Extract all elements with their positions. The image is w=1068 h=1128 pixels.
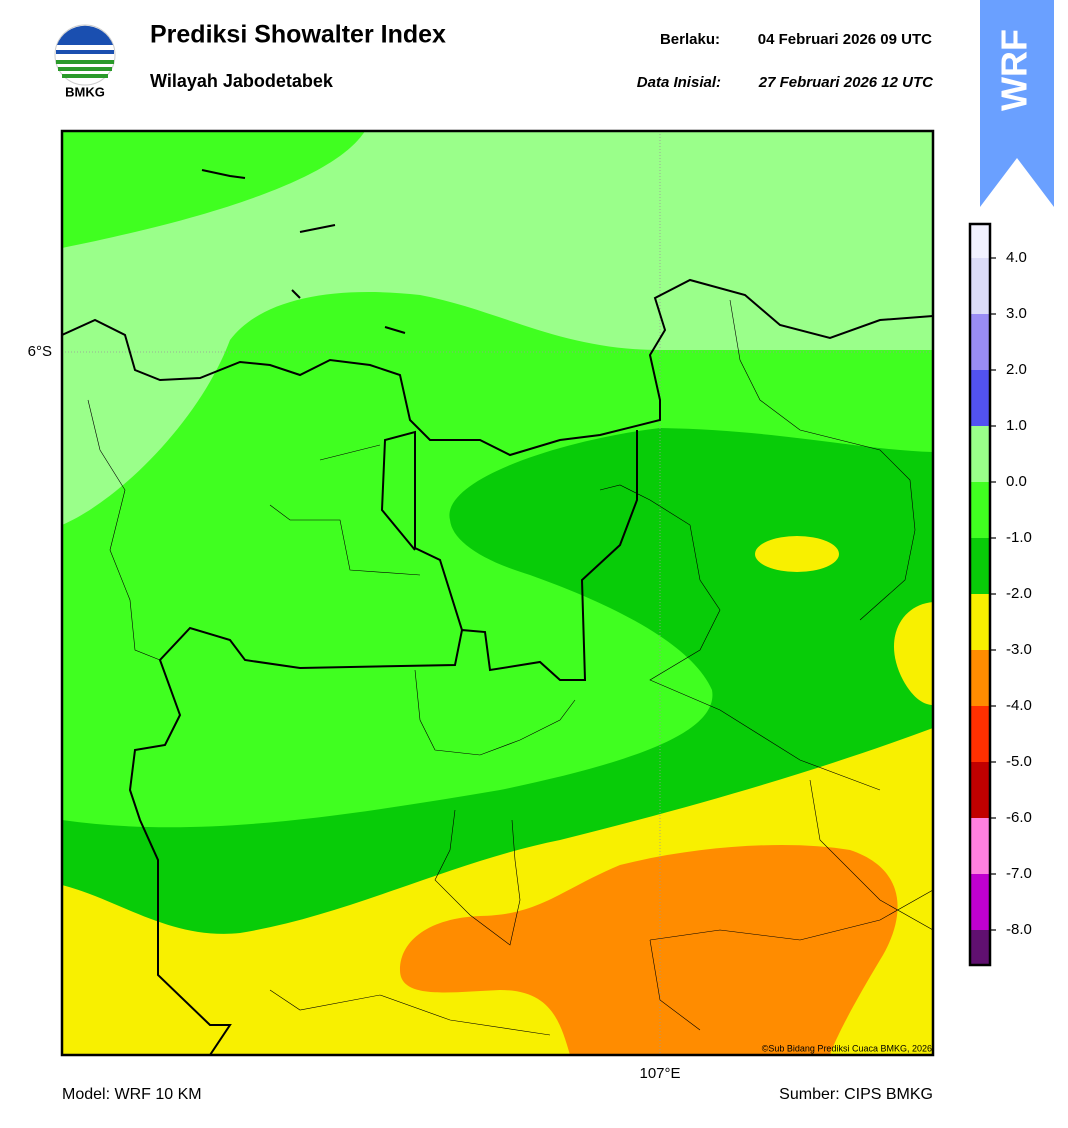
colorbar-tick-label: -3.0 (1006, 641, 1032, 658)
colorbar-tick-label: -4.0 (1006, 697, 1032, 714)
colorbar-tick-label: -5.0 (1006, 753, 1032, 770)
title: Prediksi Showalter Index (150, 21, 446, 49)
colorbar-segment (970, 426, 990, 482)
map-frame (60, 129, 935, 1057)
init-label: Data Inisial: (637, 74, 721, 91)
colorbar: 4.0 3.0 2.0 1.0 0.0 -1.0 -2.0 -3.0 -4.0 -5.0 -6.0 -… (968, 222, 1032, 967)
valid-time: 04 Februari 2026 09 UTC (758, 31, 932, 48)
colorbar-tick-label: -6.0 (1006, 809, 1032, 826)
colorbar-tick-label: -8.0 (1006, 921, 1032, 938)
colorbar-tick-label: -7.0 (1006, 865, 1032, 882)
colorbar-segment (970, 930, 990, 965)
badge (980, 0, 1054, 207)
footer-model: Model: WRF 10 KM (62, 1086, 202, 1103)
colorbar-segment (970, 818, 990, 874)
colorbar-segment (970, 224, 990, 258)
colorbar-tick-label: 0.0 (1006, 473, 1027, 490)
colorbar-segment (970, 314, 990, 370)
badge-text: WRF (994, 29, 1035, 111)
colorbar-segment (970, 650, 990, 706)
colorbar-segment (970, 874, 990, 930)
colorbar-segment (970, 482, 990, 538)
subtitle: Wilayah Jabodetabek (150, 71, 334, 91)
map (62, 131, 933, 1055)
colorbar-segment (970, 258, 990, 314)
init-time: 27 Februari 2026 12 UTC (758, 74, 934, 91)
colorbar-tick-label: 3.0 (1006, 305, 1027, 322)
colorbar-segment (970, 706, 990, 762)
colorbar-tick-label: 2.0 (1006, 361, 1027, 378)
colorbar-segment (970, 594, 990, 650)
lon-label: 107°E (639, 1065, 680, 1082)
colorbar-tick-label: -2.0 (1006, 585, 1032, 602)
lat-label: 6°S (28, 343, 52, 360)
colorbar-tick-label: 1.0 (1006, 417, 1027, 434)
footer-source: Sumber: CIPS BMKG (779, 1086, 933, 1103)
colorbar-tick-label: 4.0 (1006, 249, 1027, 266)
colorbar-segment (970, 538, 990, 594)
colorbar-tick-label: -1.0 (1006, 529, 1032, 546)
valid-label: Berlaku: (660, 31, 720, 48)
colorbar-segment (970, 762, 990, 818)
logo (54, 24, 116, 86)
colorbar-segment (970, 370, 990, 426)
credit: ©Sub Bidang Prediksi Cuaca BMKG, 2026 (762, 1043, 932, 1053)
logo-text: BMKG (65, 84, 105, 99)
